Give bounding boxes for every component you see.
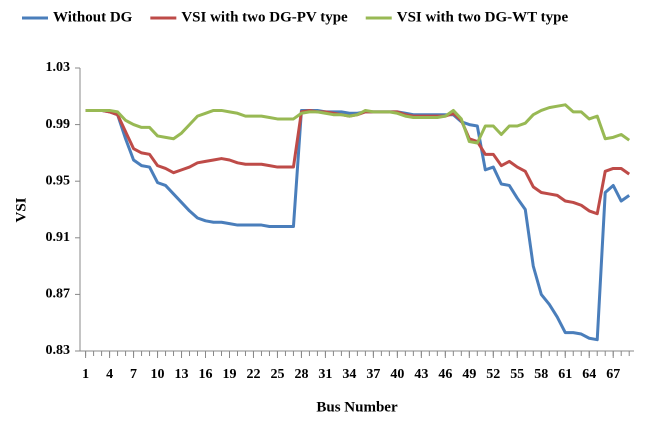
x-tick-label: 55: [510, 367, 524, 382]
y-tick-label: 0.87: [46, 287, 71, 302]
x-tick-label: 64: [582, 367, 596, 382]
x-tick-label: 25: [270, 367, 284, 382]
series-line: [85, 108, 631, 216]
x-tick-label: 28: [294, 367, 308, 382]
x-tick-label: 43: [414, 367, 428, 382]
y-tick-label: 0.83: [46, 343, 71, 358]
x-tick-label: 52: [486, 367, 500, 382]
x-tick-label: 61: [558, 367, 572, 382]
x-tick-label: 22: [246, 367, 260, 382]
x-tick-label: 4: [106, 367, 113, 382]
x-tick-label: 58: [534, 367, 548, 382]
y-axis-label: VSI: [13, 197, 29, 222]
x-tick-label: 1: [82, 367, 89, 382]
x-tick-label: 67: [606, 367, 620, 382]
x-tick-label: 46: [438, 367, 452, 382]
series-line: [85, 103, 631, 145]
legend-label: Without DG: [53, 9, 133, 25]
legend-label: VSI with two DG-PV type: [181, 9, 348, 25]
x-tick-label: 49: [462, 367, 476, 382]
y-tick-label: 0.99: [46, 117, 71, 132]
x-tick-label: 40: [390, 367, 404, 382]
y-tick-label: 1.03: [46, 60, 71, 75]
x-axis-label: Bus Number: [316, 399, 398, 415]
legend-label: VSI with two DG-WT type: [397, 9, 569, 25]
y-tick-label: 0.91: [46, 230, 71, 245]
series-line: [85, 108, 631, 342]
x-tick-label: 31: [318, 367, 332, 382]
y-tick-label: 0.95: [46, 173, 71, 188]
x-tick-label: 13: [175, 367, 189, 382]
x-tick-label: 34: [342, 367, 356, 382]
x-tick-label: 7: [130, 367, 137, 382]
x-tick-label: 10: [151, 367, 165, 382]
x-tick-label: 37: [366, 367, 380, 382]
x-tick-label: 19: [222, 367, 236, 382]
x-tick-label: 16: [199, 367, 213, 382]
